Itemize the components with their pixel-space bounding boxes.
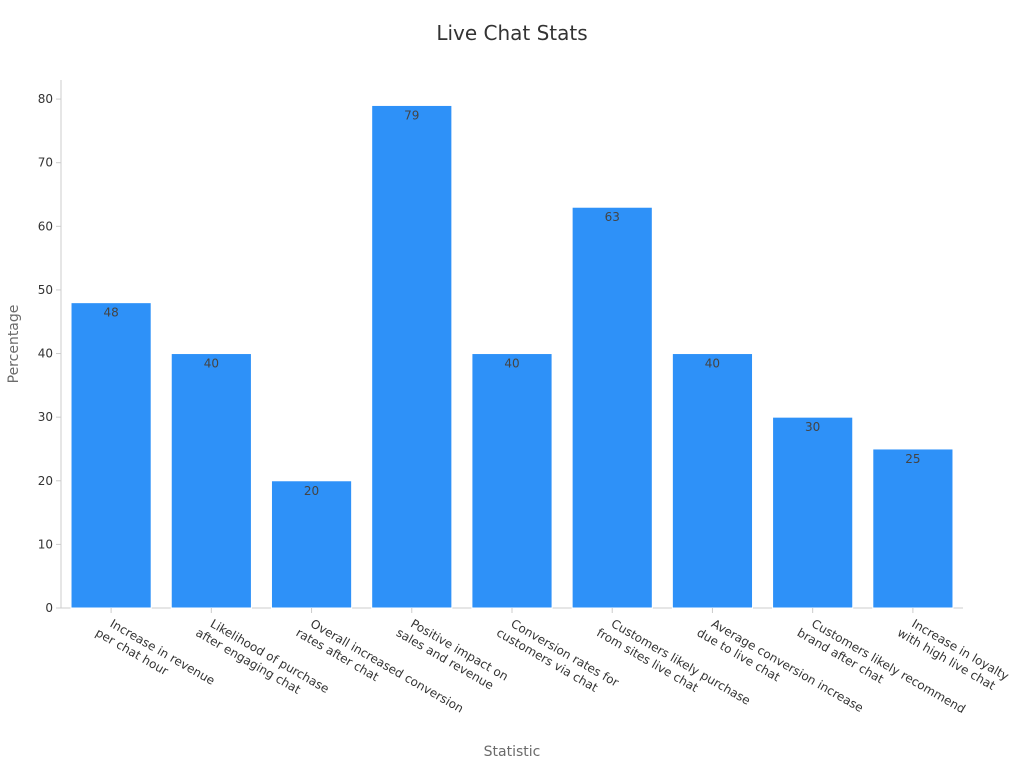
data-label: 40 xyxy=(705,357,720,371)
y-tick-label: 80 xyxy=(38,92,53,106)
bar xyxy=(872,448,954,609)
y-axis-title: Percentage xyxy=(6,305,22,384)
y-axis-ticks: 0 10 20 30 40 50 60 70 80 xyxy=(38,92,61,615)
bar xyxy=(671,353,754,609)
x-axis-title: Statistic xyxy=(484,744,541,760)
y-tick-label: 70 xyxy=(38,156,53,170)
y-tick-label: 20 xyxy=(38,474,53,488)
data-label: 48 xyxy=(103,306,118,320)
y-tick-label: 60 xyxy=(38,219,53,233)
y-tick-label: 40 xyxy=(38,347,53,361)
bar xyxy=(70,302,152,609)
data-labels-group: 48 40 20 79 40 63 40 30 25 xyxy=(103,108,920,497)
chart-title: Live Chat Stats xyxy=(436,21,587,45)
y-tick-label: 10 xyxy=(38,537,53,551)
bar xyxy=(772,416,854,609)
data-label: 40 xyxy=(204,357,219,371)
bar xyxy=(270,480,353,609)
bar xyxy=(571,206,653,609)
data-label: 79 xyxy=(404,108,419,122)
data-label: 40 xyxy=(504,357,519,371)
bar xyxy=(170,353,252,609)
y-tick-label: 30 xyxy=(38,410,53,424)
data-label: 30 xyxy=(805,420,820,434)
y-tick-label: 0 xyxy=(45,601,53,615)
data-label: 20 xyxy=(304,484,319,498)
bar xyxy=(371,104,453,609)
y-tick-label: 50 xyxy=(38,283,53,297)
data-label: 25 xyxy=(905,452,920,466)
bar xyxy=(471,353,553,609)
bars-group xyxy=(70,104,954,609)
data-label: 63 xyxy=(605,210,620,224)
